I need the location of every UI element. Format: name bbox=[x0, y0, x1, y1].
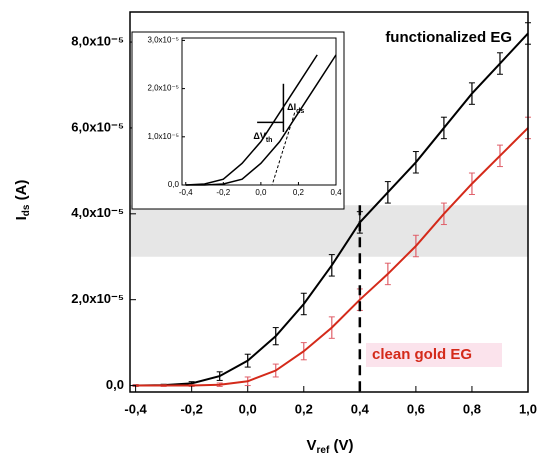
series-label: clean gold EG bbox=[372, 346, 472, 363]
x-tick-label: 0,0 bbox=[255, 188, 267, 197]
annotation-text: ΔI bbox=[287, 102, 296, 112]
annotation: ΔIds bbox=[287, 102, 304, 114]
line bbox=[135, 32, 529, 387]
y-tick-label: 3,0x10⁻⁵ bbox=[147, 36, 179, 45]
x-tick-label: -0,4 bbox=[179, 188, 193, 197]
frame bbox=[129, 11, 529, 393]
annotation-text: ΔV bbox=[253, 131, 265, 141]
y-tick-label: 1,0x10⁻⁵ bbox=[147, 132, 179, 141]
frame bbox=[181, 37, 337, 186]
x-tick-label: 0,8 bbox=[463, 401, 481, 416]
annotation: ΔVth bbox=[253, 131, 272, 143]
x-tick-label: -0,2 bbox=[180, 401, 202, 416]
y-tick-label: 8,0x10⁻⁵ bbox=[71, 33, 124, 48]
y-tick-label: 4,0x10⁻⁵ bbox=[71, 205, 124, 220]
extrapolation bbox=[271, 112, 296, 186]
x-tick-label: 0,4 bbox=[351, 401, 370, 416]
x-tick-label: -0,2 bbox=[216, 188, 230, 197]
y-axis-label: Ids (A) bbox=[13, 180, 32, 221]
x-tick-label: 0,4 bbox=[330, 188, 342, 197]
x-axis-label: Vref (V) bbox=[307, 437, 354, 456]
y-tick-label: 6,0x10⁻⁵ bbox=[71, 119, 124, 134]
x-tick-label: 0,2 bbox=[293, 188, 305, 197]
annotation-sub: th bbox=[266, 137, 273, 144]
band bbox=[130, 205, 528, 257]
inset-bg bbox=[131, 31, 345, 210]
x-tick-label: 0,0 bbox=[239, 401, 257, 416]
series-label: functionalized EG bbox=[385, 29, 512, 46]
y-tick-label: 0,0 bbox=[106, 377, 124, 392]
label-bg bbox=[366, 343, 502, 367]
x-tick-label: 0,6 bbox=[407, 401, 425, 416]
y-tick-label: 2,0x10⁻⁵ bbox=[71, 291, 124, 306]
annotation-sub: ds bbox=[296, 108, 304, 115]
x-tick-label: 0,2 bbox=[295, 401, 313, 416]
y-tick-label: 2,0x10⁻⁵ bbox=[147, 84, 179, 93]
x-tick-label: -0,4 bbox=[124, 401, 147, 416]
x-tick-label: 1,0 bbox=[519, 401, 537, 416]
y-tick-label: 0,0 bbox=[168, 180, 180, 189]
line bbox=[185, 54, 318, 186]
line bbox=[135, 127, 529, 387]
